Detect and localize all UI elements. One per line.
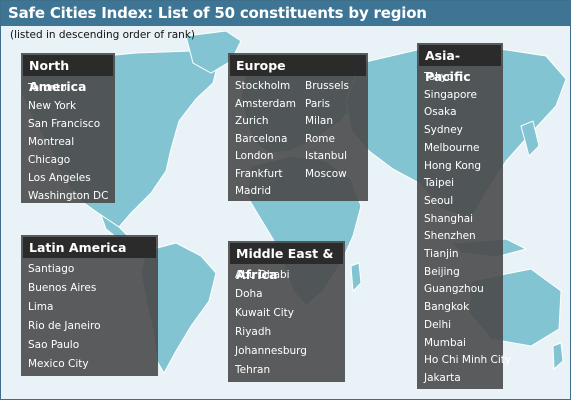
page-title: Safe Cities Index: List of 50 constituen… — [1, 1, 570, 26]
city-item: Riyadh — [235, 326, 272, 338]
city-item: Milan — [305, 115, 333, 127]
city-item: Taipei — [424, 177, 455, 190]
city-item: Paris — [305, 97, 330, 110]
region-header-latin-america: Latin America — [23, 237, 156, 258]
japan-landmass — [520, 120, 540, 157]
city-item: Montreal — [28, 136, 75, 148]
city-item: Delhi — [424, 318, 452, 331]
city-item: Singapore — [424, 88, 477, 101]
city-list-north-america: Toronto New York San Francisco Montreal … — [21, 76, 115, 205]
city-item: Jakarta — [424, 371, 461, 384]
city-item: Johannesburg — [235, 345, 307, 357]
region-box-asia-pacific: Asia-Pacific Tokyo Singapore Osaka Sydne… — [417, 43, 512, 389]
city-list-europe-col1: Stockholm Amsterdam Zurich Barcelona Lon… — [228, 78, 298, 201]
region-header-asia-pacific: Asia-Pacific — [419, 45, 501, 84]
city-item: Tehran — [235, 364, 271, 376]
city-item: Mexico City — [28, 358, 89, 370]
madagascar-landmass — [350, 262, 362, 293]
city-item: Moscow — [305, 167, 347, 180]
city-item: Hong Kong — [424, 159, 482, 172]
city-item: Ho Chi Minh City — [424, 354, 512, 367]
city-item: Doha — [235, 288, 263, 300]
city-item: Frankfurt — [235, 167, 283, 180]
city-item: Sao Paulo — [28, 339, 80, 351]
region-box-middle-east-africa: Middle East & Africa Abu Dhabi Doha Kuwa… — [228, 241, 345, 382]
city-item: Melbourne — [424, 141, 480, 154]
city-item: Istanbul — [305, 150, 348, 162]
city-item: Abu Dhabi — [235, 269, 290, 281]
city-item: Barcelona — [235, 132, 288, 145]
region-header-middle-east-africa: Middle East & Africa — [230, 243, 343, 282]
city-item: Madrid — [235, 185, 272, 197]
city-item: Rio de Janeiro — [28, 320, 101, 332]
city-item: Brussels — [305, 80, 349, 92]
city-item: Washington DC — [28, 190, 109, 202]
city-list-latin-america: Santiago Buenos Aires Lima Rio de Janeir… — [21, 258, 158, 374]
city-item: Santiago — [28, 263, 75, 275]
region-box-europe: Europe Stockholm Amsterdam Zurich Barcel… — [228, 53, 368, 201]
page-subtitle: (listed in descending order of rank) — [10, 29, 195, 41]
city-item: Los Angeles — [28, 172, 91, 184]
city-item: Guangzhou — [424, 283, 484, 296]
city-item: Kuwait City — [235, 307, 294, 319]
city-list-europe-col2: Brussels Paris Milan Rome Istanbul Mosco… — [298, 78, 368, 201]
city-item: Stockholm — [235, 80, 291, 92]
city-list-asia-pacific: Tokyo Singapore Osaka Sydney Melbourne H… — [417, 66, 512, 388]
city-item: Osaka — [424, 106, 457, 119]
city-item: New York — [28, 100, 77, 112]
city-item: Buenos Aires — [28, 282, 97, 294]
city-list-middle-east-africa: Abu Dhabi Doha Kuwait City Riyadh Johann… — [228, 264, 345, 380]
new-zealand-landmass — [552, 342, 564, 371]
city-item: Amsterdam — [235, 97, 296, 110]
city-item: Sydney — [424, 124, 463, 137]
city-item: Shenzhen — [424, 230, 476, 243]
city-item: Bangkok — [424, 301, 470, 314]
region-box-latin-america: Latin America Santiago Buenos Aires Lima… — [21, 235, 158, 376]
city-item: Tokyo — [424, 71, 454, 83]
region-header-europe: Europe — [230, 55, 366, 76]
city-item: Beijing — [424, 265, 460, 278]
city-item: Chicago — [28, 154, 71, 166]
city-item: Mumbai — [424, 336, 466, 349]
city-item: Toronto — [28, 82, 67, 94]
city-item: Zurich — [235, 115, 269, 127]
region-header-north-america: North America — [23, 55, 113, 94]
city-item: San Francisco — [28, 118, 101, 130]
city-item: London — [235, 150, 274, 162]
city-item: Shanghai — [424, 212, 474, 225]
city-item: Rome — [305, 132, 335, 145]
city-item: Seoul — [424, 194, 454, 207]
region-box-north-america: North America Toronto New York San Franc… — [21, 53, 115, 203]
city-item: Tianjin — [424, 248, 459, 261]
city-item: Lima — [28, 301, 54, 313]
